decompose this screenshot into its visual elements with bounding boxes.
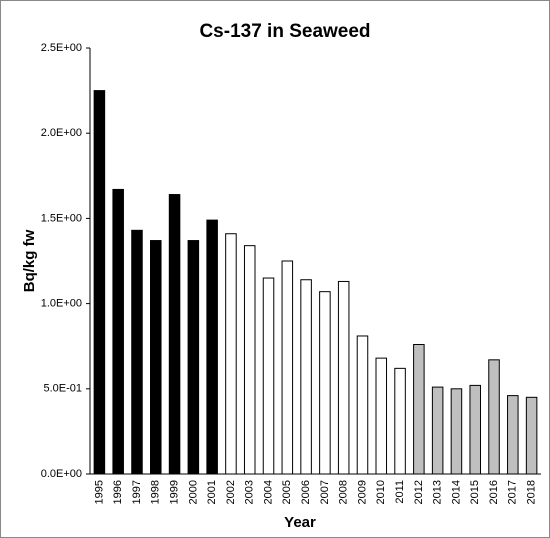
bar (262, 277, 275, 475)
x-tick-label: 2017 (507, 480, 519, 504)
bar (168, 194, 181, 475)
x-tick-label: 2013 (432, 480, 444, 504)
y-tick-label: 1.0E+00 (41, 298, 82, 310)
x-tick-label: 2016 (488, 480, 500, 504)
bar (319, 291, 331, 475)
y-tick-label: 0.0E+00 (41, 468, 82, 480)
bar (300, 279, 312, 475)
bar (394, 367, 406, 475)
bar (375, 357, 388, 475)
y-tick-label: 2.0E+00 (41, 127, 82, 139)
bar (356, 335, 369, 475)
x-tick-label: 2002 (225, 480, 237, 504)
x-tick-label: 2010 (375, 480, 387, 504)
x-tick-label: 2007 (319, 480, 331, 504)
y-tick-label: 2.5E+00 (41, 42, 82, 54)
x-tick-label: 2015 (469, 480, 481, 504)
bar (206, 219, 218, 475)
bar (525, 396, 538, 475)
bar (131, 229, 143, 475)
x-axis-label: Year (284, 514, 316, 531)
bar (243, 245, 256, 475)
bar (112, 188, 124, 475)
x-tick-label: 2003 (244, 480, 256, 504)
bar (281, 260, 294, 475)
bar (507, 395, 519, 475)
x-tick-label: 1995 (93, 480, 105, 504)
x-tick-label: 1996 (112, 480, 124, 504)
x-tick-label: 2009 (356, 480, 368, 504)
y-axis-label: Bq/kg fw (21, 229, 38, 292)
x-tick-label: 2004 (262, 480, 274, 504)
x-tick-label: 2000 (187, 480, 199, 504)
chart-title: Cs-137 in Seaweed (199, 21, 370, 42)
bar (187, 240, 200, 475)
bar (225, 233, 237, 475)
bar (488, 359, 500, 475)
bar (431, 386, 444, 475)
x-tick-label: 2006 (300, 480, 312, 504)
x-tick-label: 2001 (206, 480, 218, 504)
x-tick-label: 1997 (131, 480, 143, 504)
bar (337, 280, 350, 475)
y-tick-label: 1.5E+00 (41, 212, 82, 224)
bar (450, 388, 463, 475)
x-tick-label: 2008 (338, 480, 350, 504)
x-tick-label: 2011 (394, 480, 406, 504)
x-tick-label: 1998 (150, 480, 162, 504)
x-tick-label: 1999 (168, 480, 180, 504)
bar (93, 90, 106, 475)
x-tick-label: 2005 (281, 480, 293, 504)
x-tick-label: 2018 (526, 480, 538, 504)
bar (413, 343, 425, 475)
bar (150, 240, 162, 475)
x-tick-label: 2014 (450, 480, 462, 504)
bar (469, 384, 481, 475)
x-tick-label: 2012 (413, 480, 425, 504)
y-tick-label: 5.0E-01 (43, 383, 82, 395)
